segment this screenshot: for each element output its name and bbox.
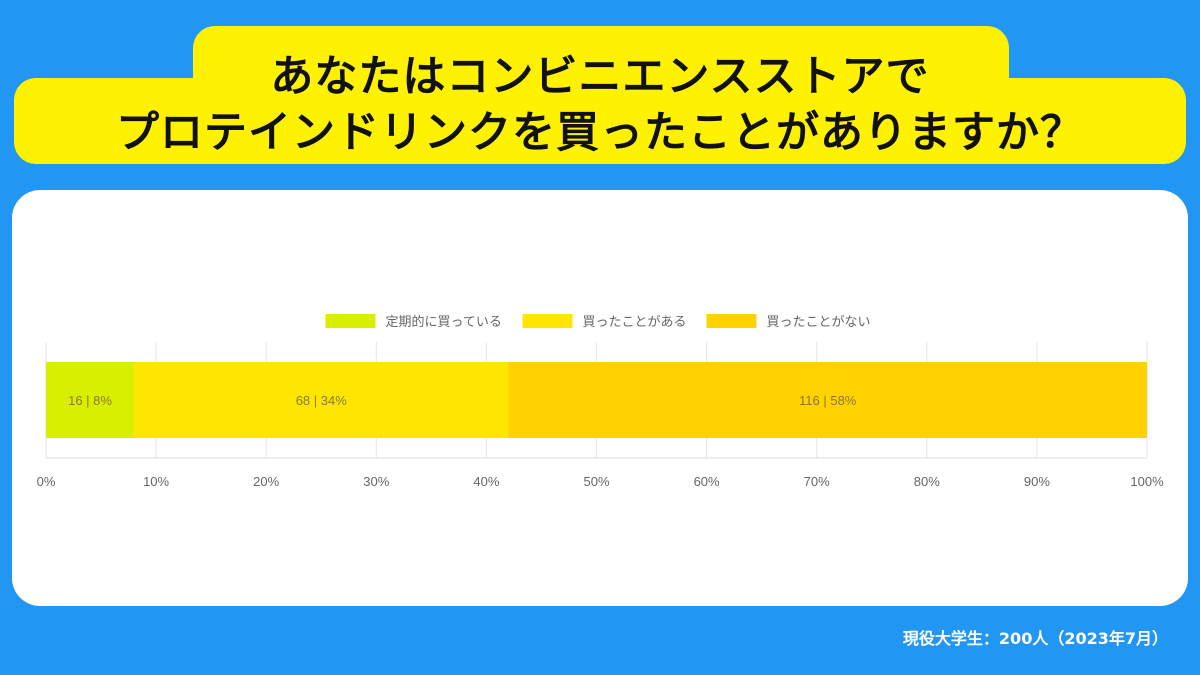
data-label: 68 | 34% [296, 393, 348, 408]
data-label: 16 | 8% [68, 393, 112, 408]
legend-label: 定期的に買っている [386, 314, 502, 330]
title-banner-bottom [14, 78, 1186, 164]
legend-swatch-2 [522, 314, 573, 328]
bar-segment-2 [134, 362, 509, 438]
legend-swatch-1 [325, 314, 376, 328]
chart-title-line-2: プロテインドリンクを買ったことがありますか？ [116, 108, 1084, 158]
legend-label: 買ったことがない [767, 315, 871, 330]
x-tick-label: 30% [363, 474, 389, 489]
legend-swatch-3 [706, 314, 757, 328]
x-tick-label: 70% [804, 474, 830, 489]
bar-segment-3 [508, 362, 1147, 438]
x-tick-label: 100% [1130, 474, 1164, 489]
x-tick-label: 40% [473, 474, 499, 489]
x-tick-label: 20% [253, 474, 279, 489]
data-label: 116 | 58% [799, 393, 857, 408]
stacked-bar-chart: 0% 10% 20% 30% 40% 50% 60% 70% 80% 90% 100% 16 | 8%… [37, 314, 1164, 489]
x-tick-label: 50% [583, 474, 609, 489]
chart-title-line-1: あなたはコンビニエンスストアで [270, 52, 930, 102]
x-tick-label: 0% [37, 474, 56, 489]
x-tick-label: 10% [143, 474, 169, 489]
bar-segment-1 [46, 362, 135, 438]
chart-card: 0% 10% 20% 30% 40% 50% 60% 70% 80% 90% 100% 16 | 8%… [12, 190, 1188, 606]
x-tick-label: 90% [1024, 474, 1050, 489]
legend-label: 買ったことがある [583, 315, 687, 330]
x-tick-label: 60% [694, 474, 720, 489]
x-tick-label: 80% [914, 474, 940, 489]
survey-footnote: 現役大学生：200人（2023年7月） [902, 629, 1168, 648]
